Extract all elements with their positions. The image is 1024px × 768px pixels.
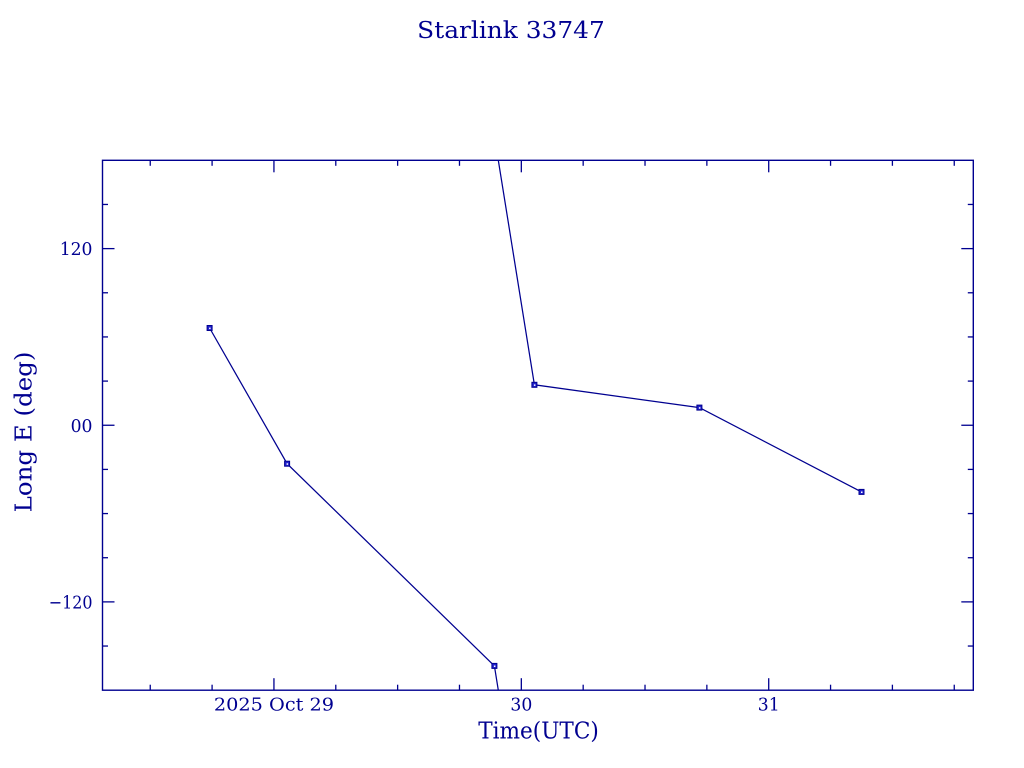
y-tick-label: −120: [49, 592, 93, 613]
data-point-marker-hole: [533, 384, 536, 386]
x-axis-label: Time(UTC): [478, 717, 599, 744]
x-tick-label: 31: [758, 694, 780, 715]
series-line: [497, 160, 862, 493]
data-point-marker-hole: [493, 665, 496, 667]
series-line: [209, 327, 499, 691]
x-tick-label: 30: [510, 694, 532, 715]
y-tick-label: 00: [71, 416, 93, 437]
data-point-marker-hole: [209, 327, 211, 330]
data-point-marker-hole: [286, 463, 289, 465]
y-tick-label: 120: [60, 239, 93, 260]
x-tick-label: 2025 Oct 29: [214, 694, 334, 715]
chart-title: Starlink 33747: [417, 17, 605, 44]
plot-frame: [101, 159, 974, 691]
data-point-marker-hole: [698, 407, 701, 409]
data-point-marker-hole: [861, 491, 863, 493]
axis-ticks: [102, 160, 974, 691]
y-axis-label: Long E (deg): [10, 352, 37, 513]
axis-tick-labels: 2025 Oct 29 30 31 120 00 −120: [49, 239, 780, 715]
data-series: [206, 160, 865, 691]
